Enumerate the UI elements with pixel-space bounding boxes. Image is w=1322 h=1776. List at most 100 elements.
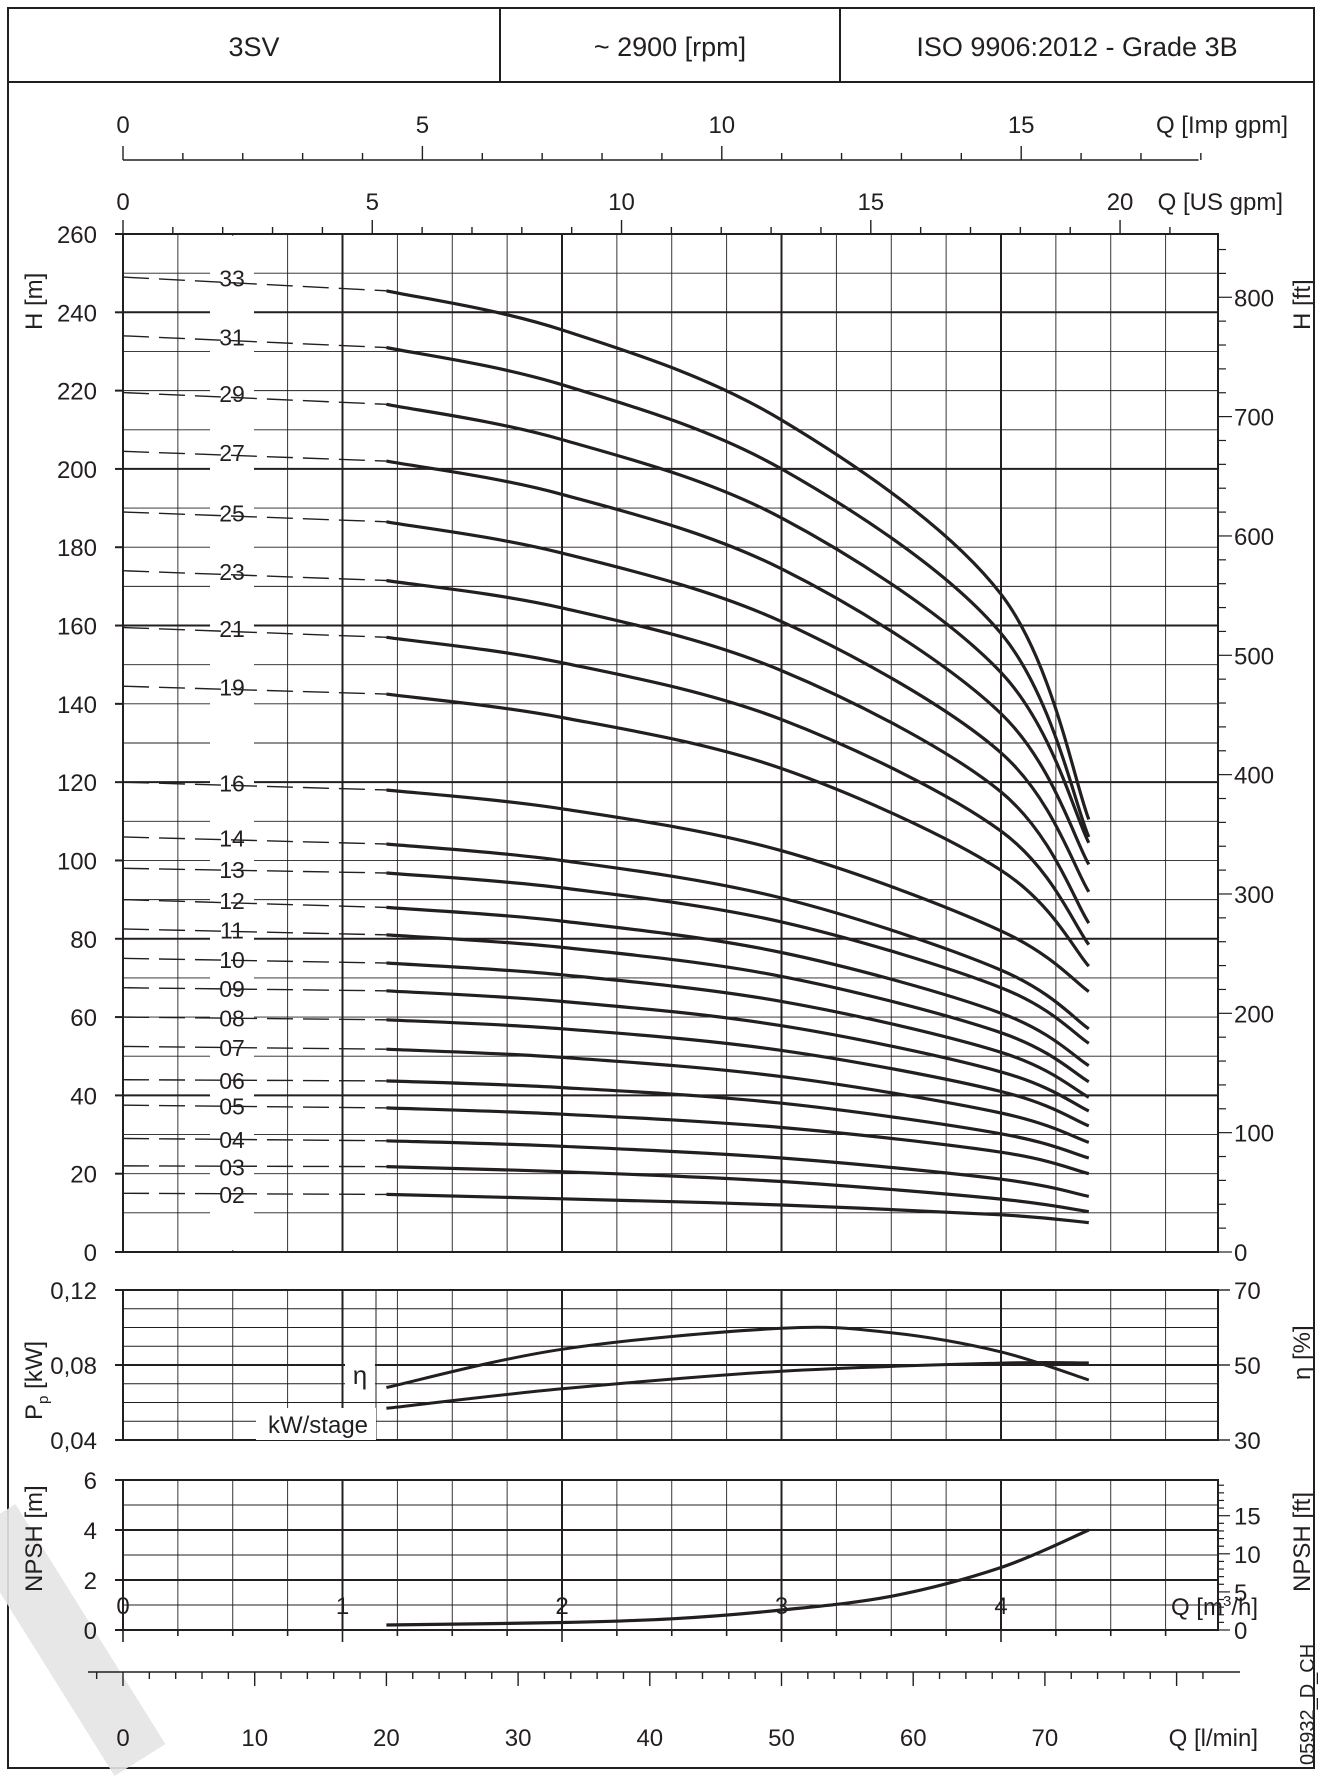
h-ft-tick-label: 700 (1234, 405, 1274, 432)
label-strip (210, 236, 254, 1250)
chart-labels: 0204060801001201401601802002202402600100… (50, 112, 1274, 1752)
h-m-tick-label: 200 (57, 457, 97, 484)
eta-tick-label: 30 (1234, 1428, 1261, 1455)
pp-tick-label: 0,04 (50, 1428, 97, 1455)
head-curve-04 (386, 1139, 1090, 1198)
speed-label: ~ 2900 [rpm] (594, 32, 746, 62)
q-us-axis-label: Q [US gpm] (1158, 189, 1283, 216)
q-m3h-tick-label: 2 (555, 1593, 568, 1620)
model-label: 3SV (228, 32, 279, 62)
q-lmin-tick-label: 0 (116, 1725, 129, 1752)
q-lmin-tick-label: 30 (505, 1725, 532, 1752)
curve-label-25: 25 (219, 500, 245, 526)
q-us-tick-label: 5 (366, 189, 379, 216)
power-curve (386, 1360, 1089, 1410)
kw-stage-label: kW/stage (268, 1412, 368, 1439)
q-lmin-tick-label: 10 (241, 1725, 268, 1752)
npsh-ft-tick-label: 0 (1234, 1618, 1247, 1645)
curve-label-05: 05 (219, 1094, 245, 1120)
head-curve-dashed-10 (122, 957, 387, 964)
head-curve-dashed-07 (122, 1045, 387, 1050)
head-curve-dashed-03 (122, 1165, 387, 1168)
q-lmin-tick-label: 70 (1032, 1725, 1059, 1752)
h-ft-tick-label: 600 (1234, 524, 1274, 551)
header: 3SV ~ 2900 [rpm] ISO 9906:2012 - Grade 3… (7, 7, 1315, 1769)
h-m-tick-label: 240 (57, 300, 97, 327)
head-curve-dashed-11 (122, 928, 387, 936)
q-lmin-tick-label: 20 (373, 1725, 400, 1752)
h-m-tick-label: 100 (57, 848, 97, 875)
q-imp-axis-label: Q [Imp gpm] (1156, 112, 1288, 139)
curve-label-07: 07 (219, 1035, 245, 1061)
head-curve-dashed-27 (122, 450, 387, 462)
eta-tick-label: 70 (1234, 1278, 1261, 1305)
npsh-curve (386, 1528, 1090, 1627)
pp-axis-label: Pp [kW] (21, 1341, 52, 1420)
h-ft-tick-label: 500 (1234, 643, 1274, 670)
npsh-m-axis-label: NPSH [m] (21, 1485, 48, 1592)
curve-label-16: 16 (219, 771, 245, 797)
q-m3h-tick-label: 0 (116, 1593, 129, 1620)
head-curve-12 (386, 905, 1090, 1067)
watermark (0, 1504, 166, 1776)
q-m3h-tick-label: 4 (994, 1593, 1007, 1620)
npsh-m-tick-label: 6 (84, 1468, 97, 1495)
h-m-tick-label: 220 (57, 379, 97, 406)
npsh-m-tick-label: 0 (84, 1618, 97, 1645)
head-curve-dashed-29 (122, 391, 387, 406)
pp-tick-label: 0,08 (50, 1353, 97, 1380)
curve-label-09: 09 (219, 976, 245, 1002)
head-curve-dashed-09 (122, 987, 387, 992)
h-ft-tick-label: 300 (1234, 882, 1274, 909)
curve-label-02: 02 (219, 1182, 245, 1208)
head-curve-dashed-33 (122, 276, 387, 292)
h-m-tick-label: 40 (70, 1083, 97, 1110)
head-curve-02 (386, 1192, 1089, 1225)
head-curve-16 (386, 788, 1090, 993)
h-m-tick-label: 180 (57, 535, 97, 562)
head-curve-05 (386, 1106, 1090, 1176)
head-curve-dashed-08 (122, 1016, 387, 1021)
eta-label: η (353, 1360, 367, 1390)
curve-label-11: 11 (220, 917, 244, 943)
chart-curves (122, 276, 1091, 1627)
head-curve-03 (386, 1165, 1090, 1214)
q-lmin-tick-label: 60 (900, 1725, 927, 1752)
q-us-tick-label: 10 (608, 189, 635, 216)
h-ft-tick-label: 0 (1234, 1240, 1247, 1267)
h-m-tick-label: 160 (57, 614, 97, 641)
head-curve-dashed-19 (122, 685, 387, 695)
npsh-m-tick-label: 2 (84, 1568, 97, 1595)
head-curve-27 (386, 459, 1091, 866)
h-m-tick-label: 0 (84, 1240, 97, 1267)
h-m-tick-label: 60 (70, 1005, 97, 1032)
head-curve-dashed-04 (122, 1137, 387, 1142)
h-m-tick-label: 80 (70, 927, 97, 954)
head-curve-dashed-31 (122, 335, 387, 349)
chart-grids (122, 233, 1219, 1631)
h-ft-tick-label: 400 (1234, 763, 1274, 790)
head-curve-33 (386, 289, 1091, 820)
npsh-m-tick-label: 4 (84, 1518, 97, 1545)
q-us-tick-label: 0 (116, 189, 129, 216)
q-m3h-tick-label: 3 (775, 1593, 788, 1620)
head-curve-dashed-16 (122, 781, 387, 791)
npsh-ft-tick-label: 15 (1234, 1504, 1261, 1531)
curve-label-27: 27 (219, 440, 245, 466)
curve-label-21: 21 (219, 616, 245, 642)
head-curve-13 (386, 871, 1090, 1045)
q-us-tick-label: 15 (857, 189, 884, 216)
head-curve-dashed-13 (122, 867, 387, 874)
head-curve-09 (386, 989, 1090, 1113)
h-m-axis-label: H [m] (21, 273, 48, 330)
curve-label-10: 10 (219, 947, 245, 973)
head-curve-08 (386, 1018, 1090, 1128)
doc-code: 05932_D_CH (1297, 1644, 1319, 1765)
npsh-ft-tick-label: 5 (1234, 1580, 1247, 1607)
head-curve-dashed-25 (122, 511, 387, 523)
curve-label-06: 06 (219, 1068, 245, 1094)
curve-label-03: 03 (219, 1154, 245, 1180)
head-curve-dashed-05 (122, 1104, 387, 1109)
h-ft-tick-label: 800 (1234, 285, 1274, 312)
